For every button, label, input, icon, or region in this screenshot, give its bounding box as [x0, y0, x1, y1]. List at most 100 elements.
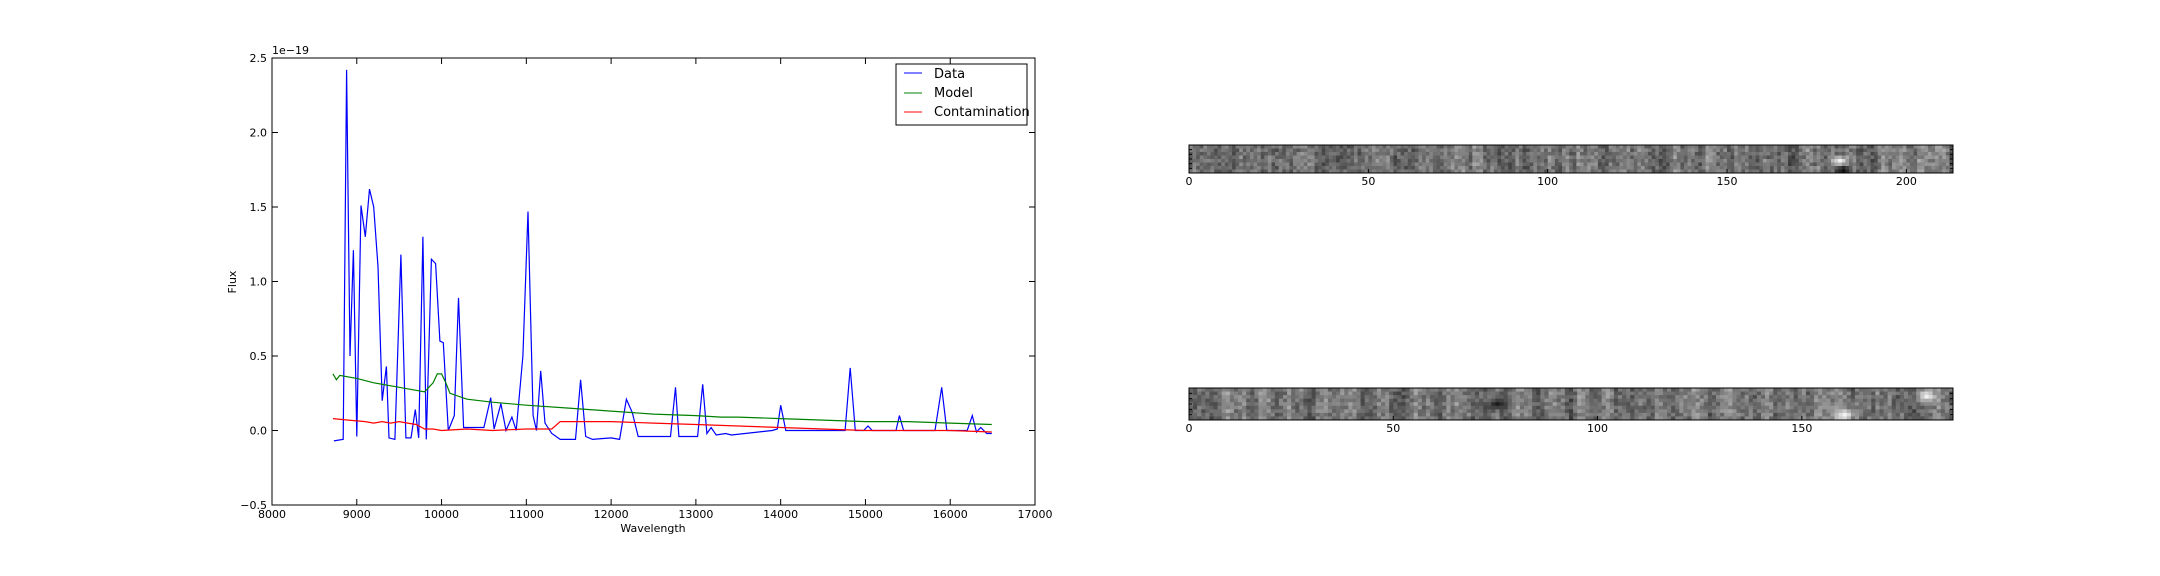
- image-pixel: [1235, 145, 1240, 149]
- image-pixel: [1275, 159, 1280, 163]
- image-pixel: [1432, 145, 1437, 149]
- image-pixel: [1856, 166, 1861, 170]
- image-pixel: [1736, 388, 1742, 393]
- image-pixel: [1809, 155, 1814, 160]
- image-pixel: [1637, 145, 1642, 149]
- image-pixel: [1425, 395, 1431, 400]
- image-pixel: [1899, 412, 1905, 417]
- image-pixel: [1264, 159, 1269, 163]
- image-pixel: [1321, 152, 1326, 156]
- image-pixel: [1622, 398, 1627, 403]
- image-pixel: [1573, 391, 1578, 396]
- image-pixel: [1344, 402, 1349, 407]
- image-pixel: [1214, 148, 1219, 153]
- image-pixel: [1744, 169, 1750, 174]
- image-pixel: [1193, 402, 1198, 407]
- image-pixel: [1332, 166, 1337, 170]
- image-pixel: [1466, 391, 1472, 396]
- image-pixel: [1583, 148, 1588, 153]
- image-pixel: [1675, 395, 1680, 400]
- image-pixel: [1285, 159, 1290, 163]
- image-pixel: [1536, 159, 1542, 163]
- image-pixel: [1278, 166, 1283, 170]
- image-pixel: [1723, 155, 1728, 160]
- image-pixel: [1321, 162, 1326, 167]
- image-pixel: [1765, 398, 1770, 403]
- image-pixel: [1400, 152, 1405, 156]
- image-pixel: [1626, 388, 1631, 393]
- image-pixel: [1576, 169, 1581, 174]
- image-pixel: [1881, 166, 1886, 170]
- image-pixel: [1744, 391, 1750, 396]
- image-pixel: [1438, 391, 1443, 396]
- image-pixel: [1536, 402, 1541, 407]
- image-pixel: [1257, 159, 1262, 163]
- image-pixel: [1589, 416, 1594, 421]
- image-pixel: [1781, 409, 1786, 414]
- image-pixel: [1879, 416, 1885, 421]
- image-pixel: [1325, 155, 1330, 160]
- image-pixel: [1490, 155, 1495, 160]
- image-pixel: [1854, 398, 1860, 403]
- image-pixel: [1752, 169, 1757, 174]
- image-pixel: [1597, 391, 1603, 396]
- image-pixel: [1908, 416, 1913, 421]
- image-pixel: [1781, 412, 1786, 417]
- image-pixel: [1461, 166, 1466, 170]
- image-pixel: [1679, 398, 1684, 403]
- image-pixel: [1703, 391, 1709, 396]
- image-pixel: [1583, 145, 1588, 149]
- image-pixel: [1669, 169, 1674, 174]
- image-pixel: [1405, 412, 1411, 417]
- image-pixel: [1389, 152, 1394, 156]
- image-pixel: [1736, 412, 1742, 417]
- image-pixel: [1291, 395, 1296, 400]
- image-pixel: [1258, 416, 1264, 421]
- image-pixel: [1228, 152, 1233, 156]
- image-pixel: [1311, 405, 1317, 410]
- image-pixel: [1581, 409, 1586, 414]
- image-pixel: [1589, 405, 1594, 410]
- image-pixel: [1638, 388, 1643, 393]
- image-pixel: [1687, 409, 1693, 414]
- image-pixel: [1850, 391, 1856, 396]
- image-pixel: [1560, 412, 1566, 417]
- image-pixel: [1875, 391, 1880, 396]
- image-pixel: [1310, 162, 1316, 167]
- image-pixel: [1511, 155, 1516, 160]
- image-pixel: [1633, 148, 1638, 153]
- image-pixel: [1601, 402, 1607, 407]
- image-pixel: [1597, 409, 1603, 414]
- image-pixel: [1221, 148, 1226, 153]
- image-pixel: [1189, 405, 1194, 410]
- image-pixel: [1576, 145, 1581, 149]
- image-pixel: [1323, 412, 1329, 417]
- image-pixel: [1421, 395, 1427, 400]
- image-pixel: [1712, 166, 1717, 170]
- image-pixel: [1318, 155, 1323, 160]
- image-pixel: [1784, 159, 1789, 163]
- image-pixel: [1434, 405, 1439, 410]
- image-pixel: [1675, 398, 1680, 403]
- image-pixel: [1773, 402, 1778, 407]
- image-pixel: [1343, 145, 1348, 149]
- image-pixel: [1282, 412, 1288, 417]
- image-pixel: [1529, 152, 1534, 156]
- image-pixel: [1711, 409, 1717, 414]
- image-pixel: [1680, 152, 1685, 156]
- image-pixel: [1501, 145, 1506, 149]
- image-pixel: [1581, 398, 1586, 403]
- image-pixel: [1651, 145, 1656, 149]
- image-pixel: [1875, 416, 1880, 421]
- image-pixel: [1830, 409, 1836, 414]
- image-pixel: [1267, 162, 1272, 167]
- image-x-tick-label: 100: [1587, 422, 1608, 435]
- image-pixel: [1540, 152, 1545, 156]
- image-pixel: [1475, 162, 1481, 167]
- image-pixel: [1340, 398, 1345, 403]
- image-pixel: [1877, 166, 1882, 170]
- image-pixel: [1846, 388, 1852, 393]
- image-pixel: [1585, 398, 1590, 403]
- image-pixel: [1479, 145, 1484, 149]
- image-pixel: [1192, 155, 1197, 160]
